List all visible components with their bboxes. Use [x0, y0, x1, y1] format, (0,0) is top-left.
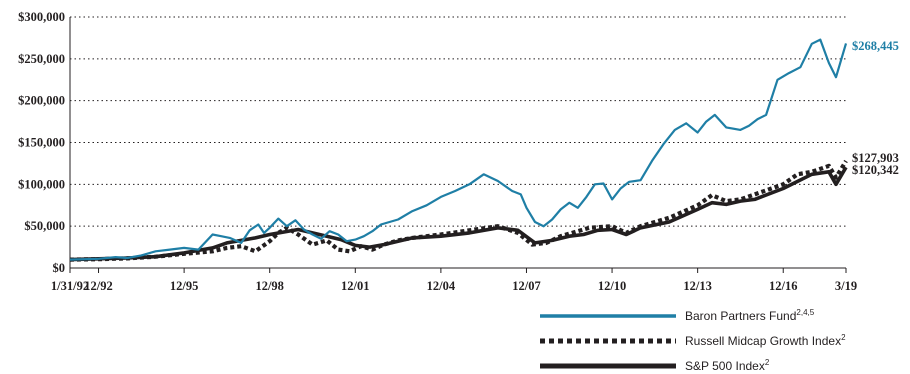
series-line-solid	[69, 166, 848, 262]
legend-label-russell: Russell Midcap Growth Index2	[685, 333, 846, 348]
x-tick-label: 12/92	[84, 279, 112, 293]
y-tick-label: $300,000	[18, 10, 65, 24]
x-tick-label: 1/31/92	[51, 279, 89, 293]
series-lines	[69, 38, 848, 262]
y-tick-label: $150,000	[18, 136, 65, 150]
y-tick-label: $50,000	[24, 219, 65, 233]
end-value-labels: $268,445 $127,903 $120,342	[852, 39, 899, 177]
y-tick-label: $0	[53, 261, 66, 275]
y-tick-label: $100,000	[18, 177, 65, 191]
legend-item-russell: Russell Midcap Growth Index2	[540, 333, 846, 348]
y-tick-labels: $0 $50,000 $100,000 $150,000 $200,000 $250,00…	[18, 10, 65, 275]
gridlines	[70, 16, 846, 227]
x-tick-label: 12/04	[427, 279, 456, 293]
series-line-fund	[69, 38, 848, 261]
end-label-sp500: $120,342	[852, 163, 899, 177]
x-tick-label: 12/16	[769, 279, 797, 293]
x-tick-label: 12/13	[683, 279, 711, 293]
x-tick-label: 12/95	[170, 279, 198, 293]
end-label-fund: $268,445	[852, 39, 899, 53]
series-line-dotted	[69, 159, 848, 262]
x-tick-label: 12/98	[255, 279, 283, 293]
legend-label-sp500: S&P 500 Index2	[685, 358, 770, 373]
y-tick-label: $200,000	[18, 94, 65, 108]
axes	[69, 17, 846, 269]
x-tick-label: 12/07	[512, 279, 540, 293]
legend-item-sp500: S&P 500 Index2	[540, 358, 770, 373]
y-tick-label: $250,000	[18, 52, 65, 66]
x-tick-label: 12/10	[598, 279, 626, 293]
x-tick-label: 3/19	[835, 279, 857, 293]
x-tick-label: 12/01	[341, 279, 369, 293]
legend: Baron Partners Fund2,4,5 Russell Midcap …	[540, 308, 846, 373]
legend-label-fund: Baron Partners Fund2,4,5	[685, 308, 815, 323]
end-label-russell: $127,903	[852, 151, 899, 165]
legend-item-fund: Baron Partners Fund2,4,5	[540, 308, 815, 323]
